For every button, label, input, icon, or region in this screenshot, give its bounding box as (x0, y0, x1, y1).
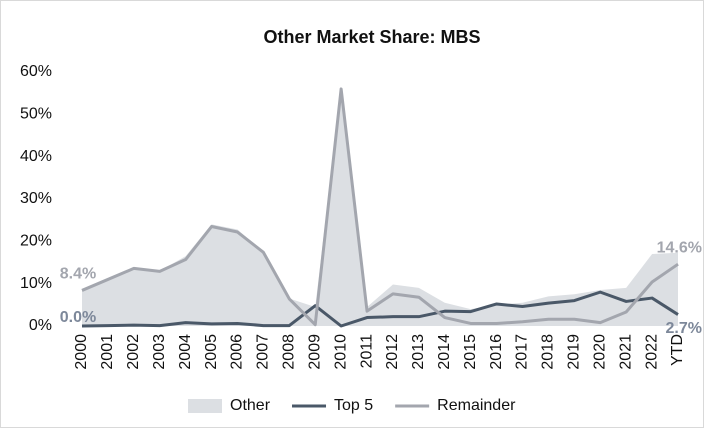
x-tick-label: 2001 (99, 334, 116, 370)
chart-title: Other Market Share: MBS (263, 27, 480, 47)
x-tick-label: 2006 (229, 334, 246, 370)
data-label: 8.4% (60, 266, 96, 283)
x-tick-label: 2008 (281, 334, 298, 370)
legend-swatch (188, 399, 222, 413)
x-tick-label: 2005 (203, 334, 220, 370)
x-tick-label: 2021 (617, 334, 634, 370)
legend-label: Top 5 (334, 397, 373, 414)
y-tick-label: 50% (20, 106, 52, 123)
x-tick-label: 2017 (514, 334, 531, 370)
x-tick-label: 2019 (566, 334, 583, 370)
y-tick-label: 20% (20, 233, 52, 250)
legend-label: Remainder (437, 397, 516, 414)
x-tick-label: 2002 (125, 334, 142, 370)
y-tick-label: 40% (20, 148, 52, 165)
x-tick-label: 2011 (358, 334, 375, 369)
y-tick-label: 60% (20, 63, 52, 80)
y-tick-label: 10% (20, 275, 52, 292)
x-tick-label: 2018 (540, 334, 557, 370)
x-tick-label: 2015 (462, 334, 479, 370)
x-tick-label: 2007 (255, 334, 272, 370)
x-tick-label: 2010 (332, 334, 349, 370)
legend-label: Other (230, 397, 271, 414)
line (81, 87, 679, 327)
x-tick-label: 2022 (643, 334, 660, 370)
area (82, 88, 678, 326)
x-tick-label: YTD (669, 334, 686, 366)
y-tick-label: 0% (29, 317, 52, 334)
x-tick-label: 2020 (591, 334, 608, 370)
x-tick-label: 2014 (436, 334, 453, 370)
x-tick-label: 2012 (384, 334, 401, 370)
x-tick-label: 2016 (488, 334, 505, 370)
line (81, 290, 679, 328)
data-label: 14.6% (657, 239, 702, 256)
y-tick-label: 30% (20, 190, 52, 207)
data-label: 0.0% (60, 309, 96, 326)
x-tick-label: 2004 (177, 334, 194, 370)
x-tick-label: 2000 (73, 334, 90, 370)
x-tick-label: 2013 (410, 334, 427, 370)
x-tick-label: 2009 (306, 334, 323, 370)
data-label: 2.7% (666, 320, 702, 337)
x-tick-label: 2003 (151, 334, 168, 370)
